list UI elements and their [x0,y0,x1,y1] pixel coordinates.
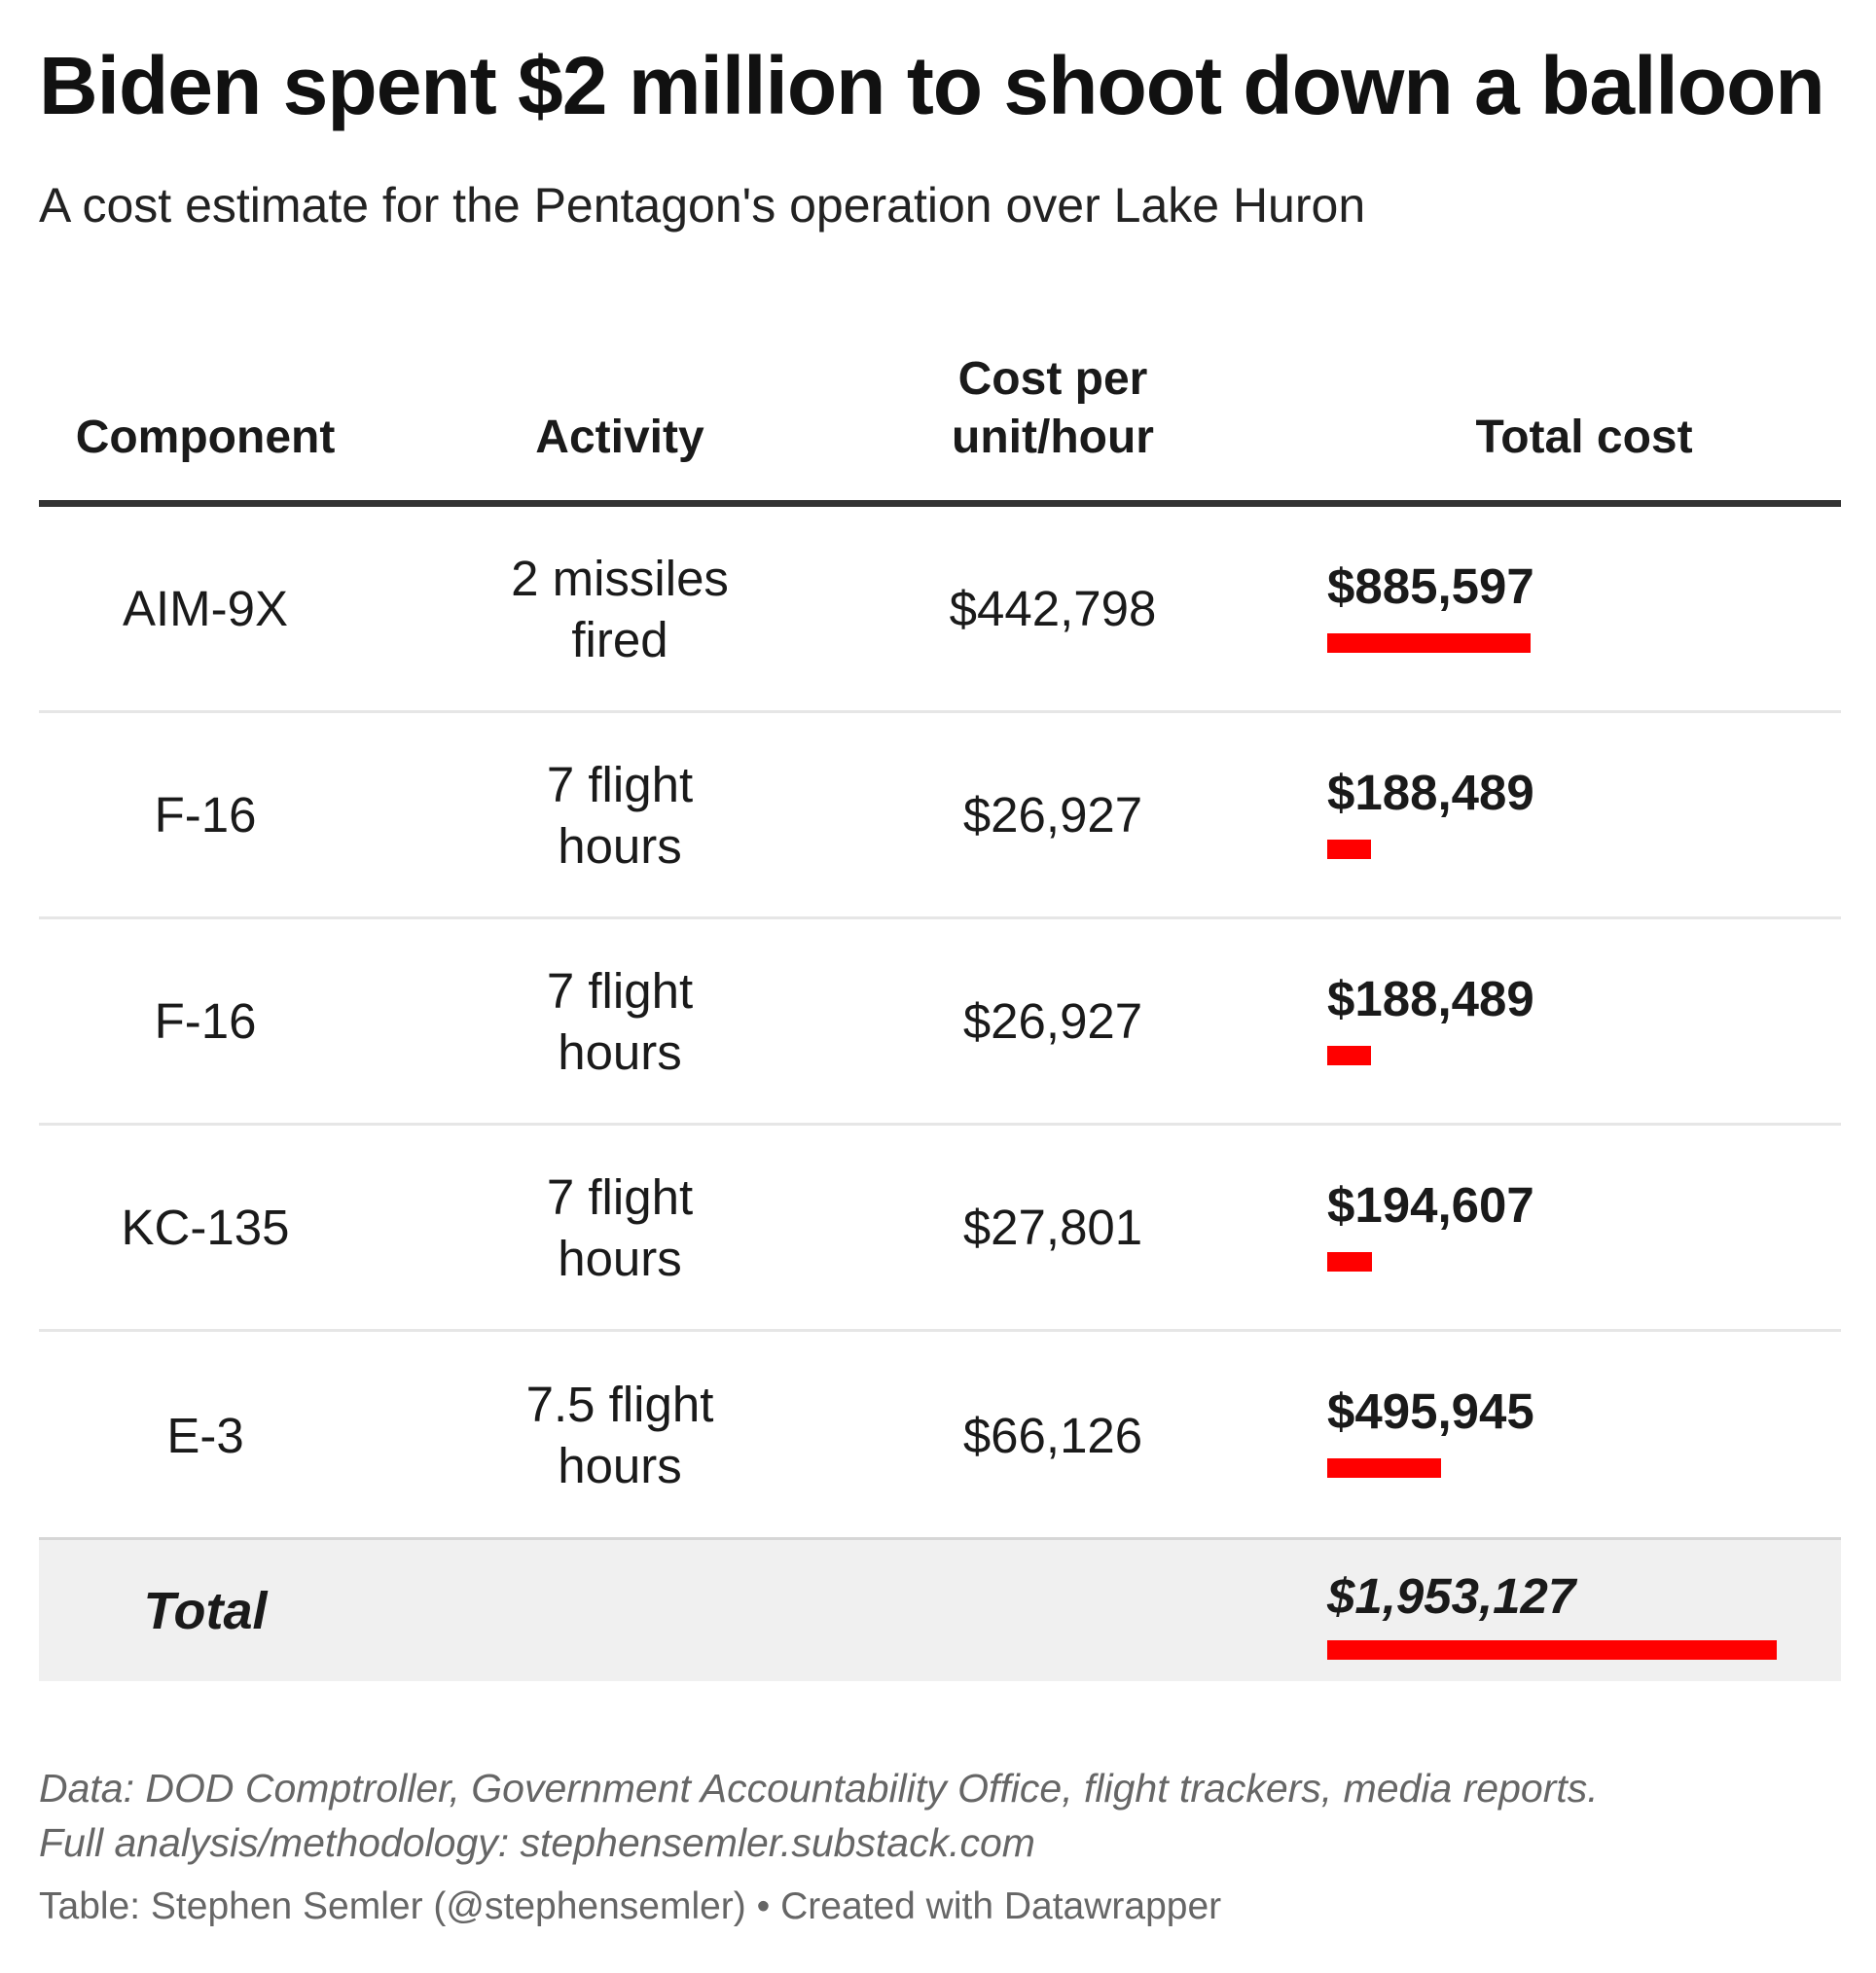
header-cost-per-unit: Cost per unit/hour [868,350,1238,467]
total-cost-bar [1327,1046,1371,1065]
cell-total-cost: $885,597 [1327,507,1841,710]
cell-activity-line2: hours [558,1230,682,1286]
header-cost-line2: unit/hour [952,412,1154,463]
total-cost-bar [1327,840,1371,859]
summary-total-cost: $1,953,127 [1327,1540,1841,1681]
cell-component: F-16 [154,993,257,1049]
cell-activity-line2: hours [558,1438,682,1493]
total-cost-label: $885,597 [1327,558,1534,614]
header-cost-line1: Cost per [957,353,1148,405]
cell-activity: 2 missiles fired [372,507,868,710]
cell-component: KC-135 [121,1200,290,1255]
cell-activity: 7 flight hours [372,713,868,916]
cell-total-cost: $495,945 [1327,1332,1841,1538]
cell-activity-line1: 7 flight [546,962,694,1019]
total-cost-bar [1327,1458,1441,1478]
total-cost-bar [1327,1252,1372,1272]
total-cost-label: $495,945 [1327,1383,1534,1439]
cell-activity-line2: hours [558,817,682,874]
cell-activity: 7.5 flight hours [372,1332,868,1538]
cell-total-cost: $194,607 [1327,1126,1841,1329]
summary-label: Total [143,1581,268,1640]
header-component: Component [75,412,336,463]
cell-cost-per-unit: $66,126 [962,1407,1143,1463]
cell-activity-line1: 7 flight [546,1168,694,1225]
cell-total-cost: $188,489 [1327,919,1841,1123]
cell-component: E-3 [166,1407,244,1463]
chart-title: Biden spent $2 million to shoot down a b… [39,40,1825,131]
cell-activity-line1: 7.5 flight [525,1377,714,1432]
cell-activity-line1: 7 flight [546,756,694,812]
total-cost-label: $194,607 [1327,1177,1534,1233]
table-row: E-3 7.5 flight hours $66,126 $495,945 [39,1332,1841,1538]
total-cost-bar [1327,633,1531,653]
header-divider [39,500,1841,507]
cell-cost-per-unit: $26,927 [962,787,1143,843]
source-note-line2: Full analysis/methodology: stephensemler… [39,1820,1035,1865]
summary-total-bar [1327,1640,1777,1660]
source-notes: Data: DOD Comptroller, Government Accoun… [39,1761,1841,1870]
cell-cost-per-unit: $27,801 [962,1200,1143,1255]
cell-component: F-16 [154,787,257,843]
table-row: F-16 7 flight hours $26,927 $188,489 [39,713,1841,919]
source-note-line1: Data: DOD Comptroller, Government Accoun… [39,1766,1599,1811]
summary-row: Total $1,953,127 [39,1537,1841,1681]
cell-cost-per-unit: $442,798 [949,581,1157,636]
cell-total-cost: $188,489 [1327,713,1841,916]
table-row: F-16 7 flight hours $26,927 $188,489 [39,919,1841,1126]
cell-component: AIM-9X [122,581,289,636]
total-cost-label: $188,489 [1327,971,1534,1026]
cell-activity: 7 flight hours [372,919,868,1123]
table-header: Component Activity Cost per unit/hour To… [39,341,1841,502]
cell-cost-per-unit: $26,927 [962,993,1143,1049]
header-activity: Activity [535,412,704,463]
cell-activity-line2: hours [558,1023,682,1080]
table-row: AIM-9X 2 missiles fired $442,798 $885,59… [39,507,1841,713]
cell-activity-line2: fired [571,611,668,667]
summary-total-label: $1,953,127 [1327,1568,1576,1624]
chart-subtitle: A cost estimate for the Pentagon's opera… [39,178,1366,233]
cell-activity-line1: 2 missiles [511,550,729,606]
total-cost-label: $188,489 [1327,765,1534,820]
header-total-cost: Total cost [1475,412,1693,463]
cell-activity: 7 flight hours [372,1126,868,1329]
table-body: AIM-9X 2 missiles fired $442,798 $885,59… [39,507,1841,1538]
table-row: KC-135 7 flight hours $27,801 $194,607 [39,1126,1841,1332]
credit-line: Table: Stephen Semler (@stephensemler) •… [39,1885,1222,1927]
